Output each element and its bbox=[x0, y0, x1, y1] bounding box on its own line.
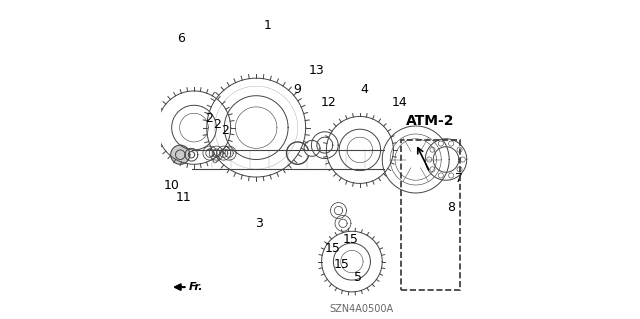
Text: 2: 2 bbox=[205, 112, 213, 124]
Text: 11: 11 bbox=[175, 191, 191, 204]
Text: 15: 15 bbox=[342, 233, 358, 246]
Text: 2: 2 bbox=[221, 124, 229, 137]
Text: 12: 12 bbox=[321, 96, 337, 108]
Text: Fr.: Fr. bbox=[189, 282, 204, 292]
Text: 7: 7 bbox=[455, 172, 463, 185]
Text: SZN4A0500A: SZN4A0500A bbox=[330, 304, 394, 315]
Text: 8: 8 bbox=[447, 201, 455, 214]
Text: 10: 10 bbox=[164, 179, 180, 191]
Text: 3: 3 bbox=[255, 217, 263, 230]
Text: 15: 15 bbox=[333, 258, 349, 271]
Polygon shape bbox=[171, 145, 190, 164]
Text: 9: 9 bbox=[293, 83, 301, 96]
Text: 6: 6 bbox=[177, 32, 185, 45]
Text: 13: 13 bbox=[308, 64, 324, 77]
Text: ATM-2: ATM-2 bbox=[406, 114, 454, 128]
Text: 2: 2 bbox=[213, 118, 221, 131]
Text: 5: 5 bbox=[355, 271, 362, 284]
Text: 4: 4 bbox=[360, 83, 368, 96]
Text: 15: 15 bbox=[325, 242, 340, 255]
Text: 14: 14 bbox=[391, 96, 407, 108]
Text: 1: 1 bbox=[264, 19, 271, 32]
